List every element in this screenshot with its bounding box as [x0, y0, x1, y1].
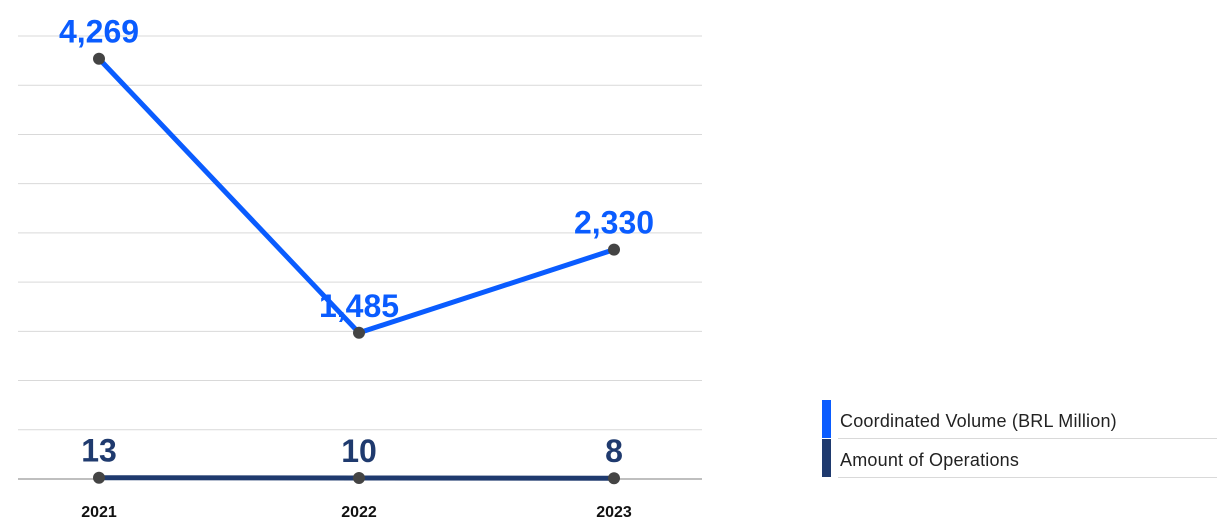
- gridlines: [18, 35, 702, 480]
- x-tick-label: 2023: [596, 504, 632, 518]
- line-chart: 4,269 1,485 2,330 13 10 8 2021 2022 2023: [18, 14, 702, 518]
- legend-item-coordinated-volume: Coordinated Volume (BRL Million): [822, 400, 1217, 439]
- data-point: [353, 472, 365, 485]
- x-tick-label: 2021: [81, 504, 117, 518]
- data-labels: 4,269 1,485 2,330 13 10 8: [59, 14, 654, 469]
- data-point: [93, 471, 105, 484]
- legend-label: Amount of Operations: [840, 450, 1020, 470]
- data-label: 13: [81, 433, 117, 469]
- data-label: 1,485: [319, 288, 399, 324]
- x-axis-ticks: 2021 2022 2023: [81, 504, 632, 518]
- data-label: 8: [605, 433, 623, 469]
- data-label: 4,269: [59, 14, 139, 50]
- legend-item-amount-of-operations: Amount of Operations: [822, 439, 1217, 478]
- data-point: [608, 472, 620, 485]
- legend: Coordinated Volume (BRL Million) Amount …: [822, 400, 1217, 478]
- legend-label: Coordinated Volume (BRL Million): [840, 411, 1117, 431]
- legend-swatch-coordinated-volume: [822, 400, 831, 438]
- data-point: [93, 52, 105, 65]
- data-label: 10: [341, 433, 377, 469]
- data-label: 2,330: [574, 205, 654, 241]
- series-lines: [96, 56, 617, 481]
- data-point: [353, 326, 365, 339]
- x-tick-label: 2022: [341, 504, 377, 518]
- data-point: [608, 243, 620, 256]
- data-points: [93, 52, 620, 485]
- legend-swatch-amount-of-operations: [822, 439, 831, 477]
